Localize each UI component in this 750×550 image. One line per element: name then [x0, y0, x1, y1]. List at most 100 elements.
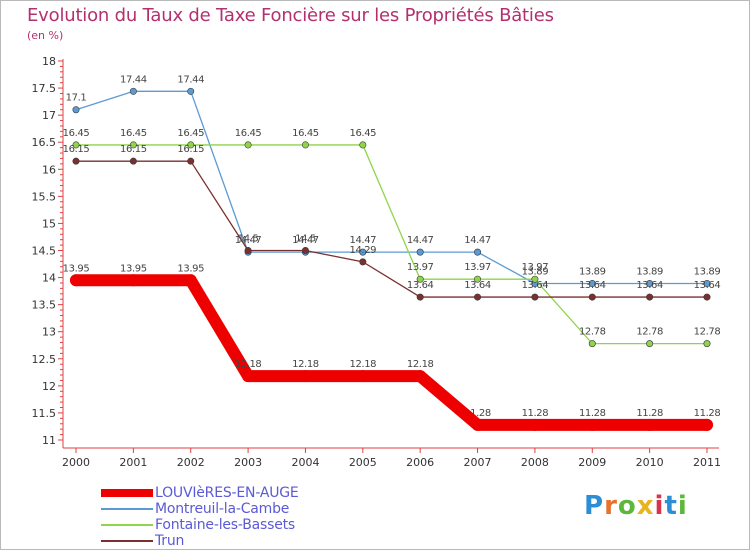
data-point [129, 87, 137, 95]
y-tick-label: 15.5 [32, 190, 57, 203]
data-point [646, 280, 654, 288]
legend-item: LOUVIèRES-EN-AUGE [101, 485, 299, 501]
data-label: 13.64 [464, 280, 491, 291]
data-point [129, 157, 137, 165]
series-line [75, 90, 708, 285]
data-point [72, 106, 80, 114]
data-label: 13.95 [63, 263, 90, 274]
legend-label: Montreuil-la-Cambe [155, 501, 290, 517]
series-line [75, 160, 708, 298]
data-point [70, 274, 82, 287]
data-point [299, 370, 312, 383]
data-label: 16.45 [120, 128, 147, 139]
data-point [187, 157, 195, 165]
legend-label: Fontaine-les-Bassets [155, 517, 296, 533]
data-label: 12.78 [694, 327, 721, 338]
data-label: 14.47 [292, 235, 319, 246]
data-point [72, 141, 80, 149]
data-label: 14.29 [349, 245, 376, 256]
data-label: 13.64 [694, 280, 721, 291]
data-point [244, 141, 252, 149]
data-point [586, 418, 599, 431]
data-label: 11.28 [694, 408, 721, 419]
data-label: 14.5 [238, 234, 259, 245]
data-point [703, 280, 711, 288]
data-label: 12.18 [407, 359, 434, 370]
data-label: 13.64 [407, 280, 434, 291]
data-label: 13.89 [636, 267, 663, 278]
data-label: 16.15 [177, 144, 204, 155]
legend-item: Montreuil-la-Cambe [101, 501, 299, 517]
data-label: 14.47 [235, 235, 262, 246]
series-line [70, 274, 713, 431]
x-tick-label: 2009 [578, 456, 606, 469]
logo-letter: i [677, 491, 688, 521]
data-label: 13.95 [177, 263, 204, 274]
data-label: 16.45 [292, 128, 319, 139]
data-point [356, 370, 369, 383]
legend-item: Trun [101, 533, 299, 549]
data-label: 17.44 [177, 74, 204, 85]
x-tick-label: 2011 [693, 456, 721, 469]
data-label: 13.89 [579, 267, 606, 278]
data-label: 16.15 [63, 144, 90, 155]
data-label: 16.45 [235, 128, 262, 139]
data-label: 13.97 [407, 262, 434, 273]
chart-legend: LOUVIèRES-EN-AUGE Montreuil-la-Cambe Fon… [101, 485, 299, 549]
x-tick-label: 2008 [521, 456, 549, 469]
data-label: 12.78 [636, 327, 663, 338]
data-label: 16.45 [177, 128, 204, 139]
data-point [474, 275, 482, 283]
data-point [416, 248, 424, 256]
data-point [701, 418, 713, 431]
data-label: 13.89 [694, 267, 721, 278]
logo-letter: o [617, 491, 637, 521]
data-point [416, 293, 424, 301]
legend-swatch [101, 540, 153, 542]
x-tick-label: 2010 [636, 456, 664, 469]
data-label: 11.28 [579, 408, 606, 419]
data-point [244, 247, 252, 255]
data-label: 16.45 [63, 128, 90, 139]
y-tick-label: 17.5 [32, 82, 57, 95]
y-tick-label: 17 [42, 109, 56, 122]
logo-letter: t [664, 491, 678, 521]
legend-label: Trun [155, 533, 185, 549]
legend-swatch [101, 508, 153, 510]
data-point [531, 293, 539, 301]
data-point [588, 280, 596, 288]
data-label: 14.47 [407, 235, 434, 246]
x-tick-label: 2007 [464, 456, 492, 469]
data-point [588, 293, 596, 301]
data-label: 13.64 [636, 280, 663, 291]
y-tick-label: 11 [42, 434, 56, 447]
y-tick-label: 15 [42, 217, 56, 230]
proxiti-logo: Proxiti [584, 491, 688, 521]
data-label: 11.28 [636, 408, 663, 419]
data-label: 12.18 [292, 359, 319, 370]
data-point [646, 340, 654, 348]
data-point [301, 141, 309, 149]
data-label: 13.97 [522, 262, 549, 273]
data-label: 14.5 [295, 234, 316, 245]
data-point [528, 418, 541, 431]
logo-letter: x [636, 491, 655, 521]
data-label: 16.45 [349, 128, 376, 139]
data-label: 13.89 [522, 267, 549, 278]
data-point [72, 157, 80, 165]
legend-swatch [101, 524, 153, 526]
data-label: 12.18 [235, 359, 262, 370]
data-point [703, 293, 711, 301]
logo-letter: P [584, 491, 605, 521]
data-point [359, 248, 367, 256]
data-label: 17.1 [66, 93, 87, 104]
data-label: 13.95 [120, 263, 147, 274]
data-point [187, 141, 195, 149]
data-point [359, 141, 367, 149]
y-tick-label: 11.5 [32, 407, 57, 420]
legend-swatch [101, 489, 153, 497]
data-point [242, 370, 255, 383]
data-point [416, 275, 424, 283]
